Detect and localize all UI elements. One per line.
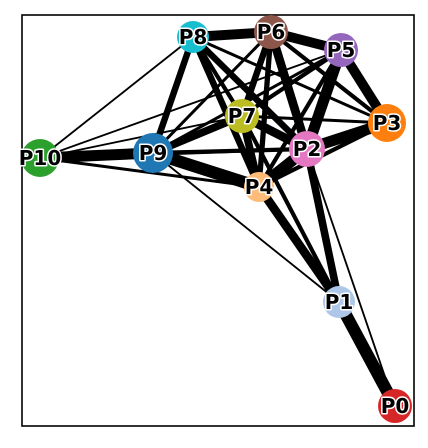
edge-layer [39, 27, 401, 409]
node-p3: P3 [368, 104, 406, 142]
node-label-p4: P4 [245, 175, 274, 199]
node-p6: P6 [254, 15, 288, 49]
node-p7: P7 [225, 99, 259, 133]
node-marker-p8 [177, 21, 209, 53]
edge-p1-p4 [255, 184, 343, 305]
plot-frame [21, 14, 415, 427]
node-label-p1: P1 [325, 290, 354, 314]
edge-p8-p10 [39, 36, 194, 159]
node-marker-p10 [21, 139, 59, 177]
node-label-p10: P10 [19, 146, 62, 170]
node-marker-p1 [323, 286, 355, 318]
edge-p2-p6 [266, 30, 312, 151]
node-label-p2: P2 [293, 137, 322, 161]
node-p8: P8 [177, 21, 209, 53]
edge-p5-p7 [240, 48, 343, 118]
node-marker-p3 [368, 104, 406, 142]
node-p5: P5 [324, 33, 358, 67]
edge-p0-p2 [306, 148, 396, 407]
edge-p0-p1 [333, 299, 401, 409]
node-p1: P1 [323, 286, 355, 318]
node-label-p0: P0 [381, 394, 410, 418]
node-marker-p6 [254, 15, 288, 49]
node-label-p5: P5 [327, 38, 356, 62]
node-p0: P0 [378, 389, 412, 423]
node-marker-p5 [324, 33, 358, 67]
node-label-p7: P7 [228, 104, 257, 128]
node-label-p6: P6 [257, 20, 286, 44]
edge-p10-p2 [39, 147, 308, 160]
edge-p10-p5 [39, 49, 342, 159]
node-marker-p7 [225, 99, 259, 133]
node-label-p8: P8 [179, 25, 208, 49]
node-p2: P2 [289, 131, 325, 167]
node-p10: P10 [17, 139, 63, 177]
node-marker-p9 [133, 133, 173, 173]
node-marker-p4 [244, 172, 274, 202]
node-marker-p0 [378, 389, 412, 423]
node-label-p9: P9 [139, 141, 168, 165]
node-marker-p2 [289, 131, 325, 167]
edge-p6-p4 [256, 31, 274, 188]
edge-p1-p7 [240, 115, 341, 303]
node-label-p3: P3 [373, 111, 402, 135]
edge-p3-p6 [269, 30, 389, 125]
edge-p5-p4 [257, 48, 343, 189]
edge-p3-p8 [192, 35, 388, 125]
node-p9: P9 [133, 133, 173, 173]
edge-p6-p9 [151, 30, 273, 155]
edge-p1-p2 [303, 148, 343, 303]
node-p4: P4 [243, 172, 275, 202]
node-layer: P0 P1 P2 P3 P4 P5 P6 P7 P8 P9 P10 [17, 15, 412, 423]
